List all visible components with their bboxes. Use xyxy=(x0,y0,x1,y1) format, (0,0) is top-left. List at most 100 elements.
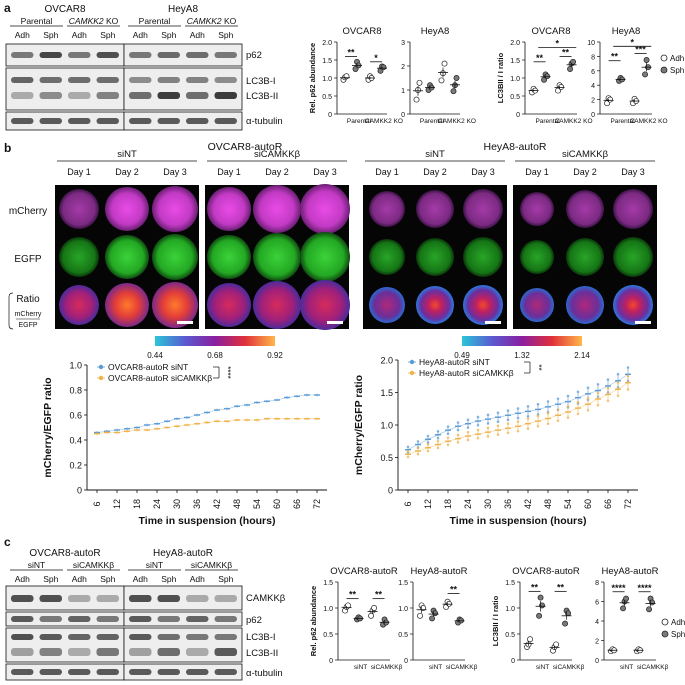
series-line xyxy=(96,394,317,433)
legend-sph-label: Sph xyxy=(671,630,685,639)
y-tick-label: 0.5 xyxy=(322,94,332,101)
x-tick-label: 12 xyxy=(112,499,122,509)
series-replicate-point xyxy=(556,408,560,411)
spheroid xyxy=(463,285,503,325)
blot-band xyxy=(186,77,209,83)
spheroid xyxy=(566,286,604,324)
series-replicate-point xyxy=(426,449,430,453)
series-replicate-point xyxy=(626,388,630,391)
blot-band xyxy=(157,595,180,602)
legend-label: HeyA8-autoR siNT xyxy=(419,357,490,367)
image-panel-title-heya: HeyA8-autoR xyxy=(483,141,546,153)
series-replicate-point xyxy=(556,397,560,400)
series-replicate-point xyxy=(526,427,530,431)
image-day-label: Day 3 xyxy=(471,167,495,177)
blot-band xyxy=(129,595,152,602)
significance-label: * xyxy=(555,38,559,48)
blot-band xyxy=(186,595,209,602)
spheroid xyxy=(253,281,301,329)
blot-band-label: LC3B-II xyxy=(246,91,278,102)
blot-band xyxy=(11,77,34,83)
series-replicate-point xyxy=(576,390,580,394)
x-category-label: siNT xyxy=(429,664,442,671)
data-point xyxy=(623,595,630,602)
spheroid xyxy=(463,237,503,277)
legend-adh-label: Adh xyxy=(671,618,685,627)
x-tick-label: 18 xyxy=(443,499,453,509)
blot-band xyxy=(129,669,152,675)
series-replicate-point xyxy=(436,436,440,440)
y-tick-label: 4 xyxy=(595,619,599,626)
y-tick-label: 1.0 xyxy=(69,361,82,371)
series-replicate-point xyxy=(506,431,510,435)
series-replicate-point xyxy=(486,413,490,417)
plot-xlabel: Time in suspension (hours) xyxy=(139,515,276,527)
y-tick-label: 8 xyxy=(591,54,595,61)
y-tick-label: 0.2 xyxy=(69,461,82,471)
image-day-label: Day 2 xyxy=(265,167,289,177)
spheroid xyxy=(369,287,405,323)
legend-label: OVCAR8-autoR siNT xyxy=(108,362,188,372)
data-point xyxy=(646,606,653,613)
series-replicate-point xyxy=(536,425,540,428)
y-tick-label: 2.0 xyxy=(322,40,332,47)
blot-group-label: Parental xyxy=(21,16,53,26)
series-replicate-point xyxy=(546,422,550,426)
series-replicate-point xyxy=(446,425,450,428)
blot-group-label: siCAMKKβ xyxy=(191,560,232,570)
y-tick-label: 0 xyxy=(511,658,515,665)
blot-group-label: siCAMKKβ xyxy=(73,560,114,570)
blot-band xyxy=(96,77,119,83)
y-tick-label: 0 xyxy=(329,658,333,665)
spheroid xyxy=(613,189,653,229)
series-replicate-point xyxy=(596,391,600,395)
series-replicate-point xyxy=(476,436,480,440)
y-tick-label: 0.5 xyxy=(398,632,408,639)
y-tick-label: 6 xyxy=(595,600,599,607)
blot-band-label: p62 xyxy=(246,50,262,61)
blot-band xyxy=(214,77,237,83)
blot-membrane xyxy=(123,627,243,663)
blot-band xyxy=(96,648,119,656)
y-tick-label: 0 xyxy=(404,658,408,665)
plot-title: HeyA8-autoR xyxy=(601,566,658,577)
blot-band xyxy=(68,634,91,640)
series-replicate-point xyxy=(426,441,430,444)
plot-ylabel: LC3BII / I ratio xyxy=(496,52,505,103)
blot-band xyxy=(68,616,91,622)
x-tick-label: 36 xyxy=(192,499,202,509)
series-replicate-point xyxy=(556,419,560,423)
plot-ylabel: LC3BII / I ratio xyxy=(491,595,500,646)
series-replicate-point xyxy=(436,439,440,443)
blot-band xyxy=(214,595,237,602)
significance-label: ** xyxy=(450,584,458,594)
series-replicate-point xyxy=(496,424,500,427)
data-point xyxy=(413,96,420,103)
spheroid xyxy=(520,288,554,322)
x-category-label: siCAMKKβ xyxy=(446,664,478,671)
spheroid xyxy=(520,240,554,274)
blot-band xyxy=(39,92,62,99)
blot-band xyxy=(214,669,237,675)
y-tick-label: 8 xyxy=(595,580,599,587)
x-tick-label: 24 xyxy=(463,499,473,509)
image-panel-title-ovcar: OVCAR8-autoR xyxy=(208,141,283,153)
x-tick-label: 54 xyxy=(563,499,573,509)
blot-band xyxy=(214,118,237,124)
y-tick-label: 1.0 xyxy=(322,76,332,83)
series-replicate-point xyxy=(536,414,540,418)
blot-band xyxy=(11,634,34,640)
blot-band xyxy=(39,52,62,58)
x-tick-label: 42 xyxy=(212,499,222,509)
series-replicate-point xyxy=(626,374,630,378)
legend-label: OVCAR8-autoR siCAMKKβ xyxy=(108,373,212,383)
spheroid xyxy=(105,187,149,231)
y-tick-label: 0 xyxy=(516,112,520,119)
series-replicate-point xyxy=(456,428,460,432)
series-replicate-point xyxy=(476,428,480,432)
data-point xyxy=(416,79,423,86)
blot-band xyxy=(129,52,152,58)
image-day-label: Day 1 xyxy=(217,167,241,177)
blot-band xyxy=(68,52,91,58)
